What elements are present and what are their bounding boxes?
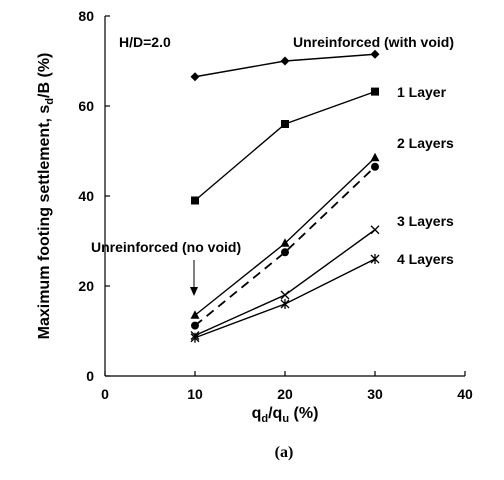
y-ticks: 0 20 40 60 80 — [78, 8, 110, 384]
x-tick-label: 40 — [457, 386, 473, 402]
data-point-3-layers — [370, 225, 380, 235]
series-line-2-layers — [194, 157, 376, 316]
series-line-4-layers — [194, 258, 376, 339]
data-point-unreinforced-with-void — [370, 49, 380, 59]
series-label-2-layers: 2 Layers — [397, 135, 454, 151]
data-point-2-layers — [370, 152, 380, 162]
x-axis-title-sub-d: d — [261, 413, 268, 425]
y-tick-label: 20 — [78, 278, 94, 294]
y-tick-label: 60 — [78, 98, 94, 114]
series-line-unreinforced-no-void — [194, 166, 376, 327]
series-label-3-layers: 3 Layers — [397, 213, 454, 229]
data-point-unreinforced-with-void — [190, 72, 200, 82]
data-point-3-layers — [280, 290, 290, 300]
data-point-2-layers — [280, 238, 290, 247]
figure-caption: (a) — [275, 444, 294, 461]
data-point-unreinforced-no-void — [281, 248, 289, 257]
series-label-unreinforced-no-void: Unreinforced (no void) — [91, 239, 241, 255]
x-tick-label: 20 — [277, 386, 293, 402]
series-label-unreinforced-with-void: Unreinforced (with void) — [293, 34, 454, 50]
x-tick-label: 30 — [367, 386, 383, 402]
series-label-1-layer: 1 Layer — [397, 84, 447, 100]
annotation-arrowhead — [190, 287, 198, 296]
data-point-unreinforced-with-void — [280, 56, 290, 66]
data-point-4-layers — [190, 332, 200, 343]
data-point-1-layer — [371, 87, 379, 96]
marker-layer — [190, 49, 380, 343]
y-axis-title: Maximum footing settlement, sd/B (%) — [36, 53, 56, 340]
x-axis-title-unit: (%) — [289, 405, 318, 422]
data-point-4-layers — [280, 299, 290, 309]
data-point-unreinforced-no-void — [371, 162, 379, 171]
y-tick-label: 80 — [78, 8, 94, 24]
x-tick-label: 10 — [187, 386, 203, 402]
data-point-1-layer — [281, 120, 289, 128]
y-tick-label: 0 — [86, 368, 94, 384]
data-point-1-layer — [191, 196, 199, 205]
x-tick-label: 0 — [101, 386, 109, 402]
data-point-unreinforced-no-void — [191, 321, 199, 330]
x-axis-title-slash: /q — [268, 405, 282, 422]
x-ticks: 0 10 20 30 40 — [101, 371, 473, 402]
y-tick-label: 40 — [78, 188, 94, 204]
x-axis-title-qd: q — [252, 405, 262, 422]
x-axis-title-sub-u: u — [282, 413, 289, 425]
data-point-2-layers — [190, 310, 200, 319]
series-label-4-layers: 4 Layers — [397, 251, 454, 267]
data-point-4-layers — [370, 254, 380, 264]
annotation-hd: H/D=2.0 — [119, 34, 171, 50]
x-axis-title: qd/qu (%) — [252, 405, 319, 425]
